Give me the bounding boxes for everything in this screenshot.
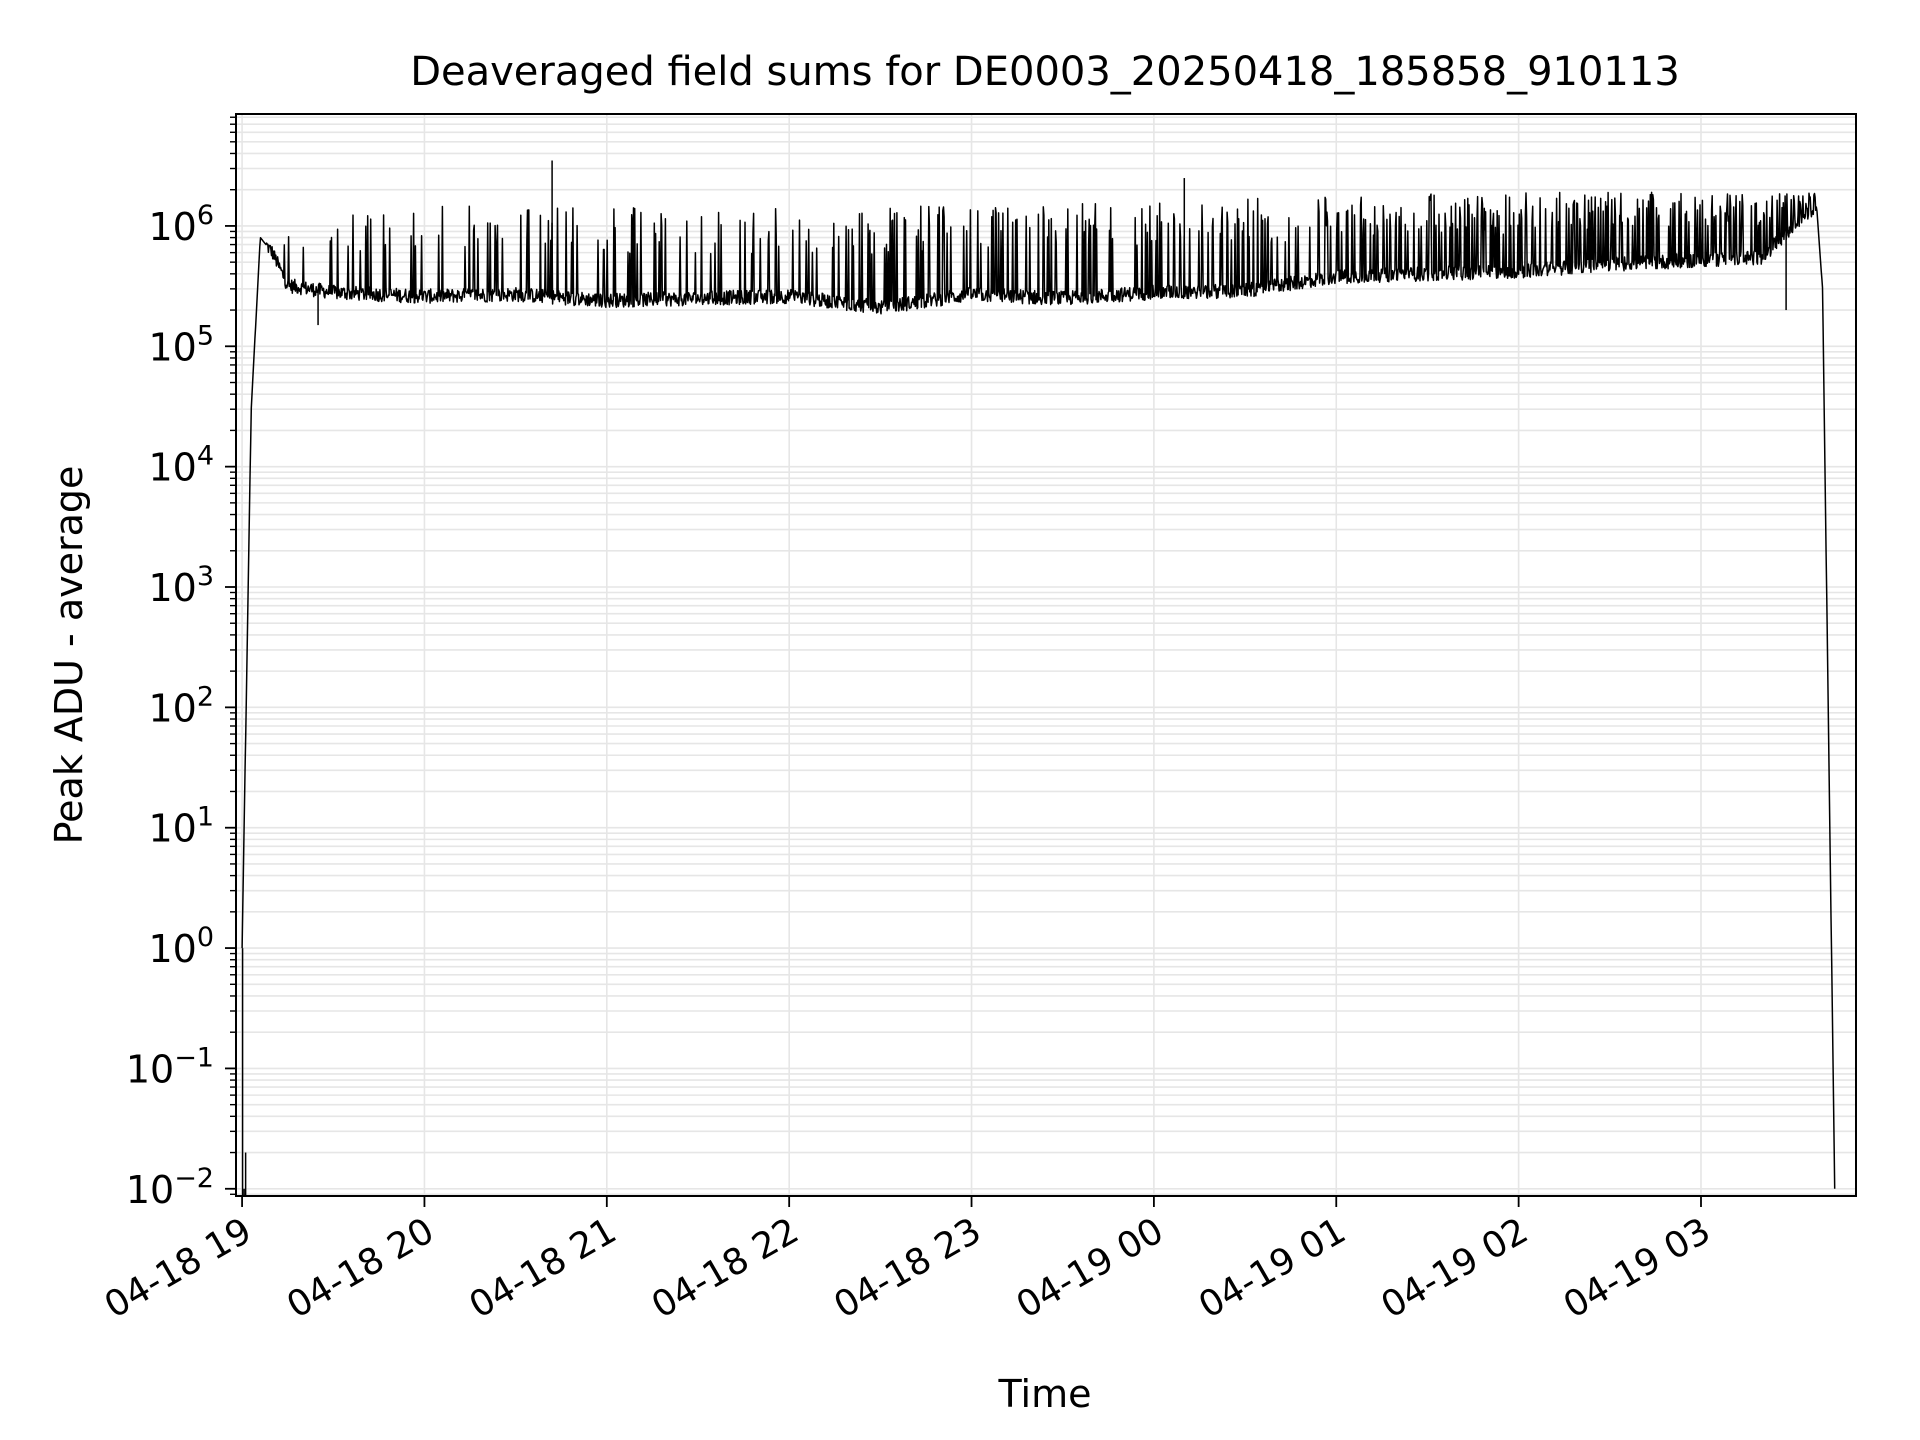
axes-frame xyxy=(235,113,1857,1197)
chart-title: Deaveraged field sums for DE0003_2025041… xyxy=(410,49,1680,95)
y-ticks: 106 105 104 103 102 101 100 10−1 10−2 xyxy=(126,116,236,1212)
y-tick-label: 105 xyxy=(148,320,214,369)
x-axis-label: Time xyxy=(998,1372,1092,1416)
y-tick-label: 10−2 xyxy=(126,1163,214,1212)
y-tick-label: 106 xyxy=(148,200,214,249)
grid xyxy=(236,114,1856,1196)
y-tick-label: 104 xyxy=(148,441,214,490)
y-tick-label: 10−1 xyxy=(126,1042,214,1091)
y-tick-label: 102 xyxy=(148,681,214,730)
y-axis-label: Peak ADU - average xyxy=(47,466,91,845)
y-tick-label: 100 xyxy=(148,922,214,971)
y-tick-label: 101 xyxy=(148,802,214,851)
y-tick-label: 103 xyxy=(148,561,214,610)
series-line-group xyxy=(241,160,1836,1196)
series-line xyxy=(241,191,1836,1189)
